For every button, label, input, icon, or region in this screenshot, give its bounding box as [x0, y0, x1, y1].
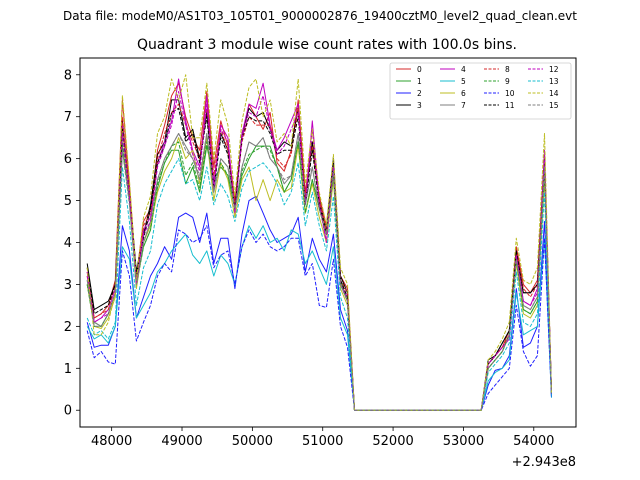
legend-label-9: 9	[505, 77, 510, 86]
legend-label-2: 2	[417, 89, 422, 98]
x-tick-label: 49000	[161, 434, 202, 449]
legend-label-0: 0	[417, 65, 422, 74]
x-tick-label: 53000	[443, 434, 484, 449]
legend-label-10: 10	[505, 89, 515, 98]
legend-label-8: 8	[505, 65, 510, 74]
y-axis: 0 1 2 3 4 5 6 7 8	[64, 68, 80, 419]
legend-label-13: 13	[549, 77, 559, 86]
y-tick-label: 4	[64, 236, 72, 251]
chart-suptitle: Data file: modeM0/AS1T03_105T01_90000028…	[63, 9, 577, 23]
legend-label-15: 15	[549, 101, 559, 110]
y-tick-label: 1	[64, 362, 72, 377]
y-tick-label: 8	[64, 68, 72, 83]
legend-label-5: 5	[461, 77, 466, 86]
x-tick-label: 50000	[232, 434, 273, 449]
plot-area	[80, 58, 576, 427]
x-axis: 48000 49000 50000 51000 52000 53000 54000	[91, 427, 554, 449]
y-tick-label: 5	[64, 194, 72, 209]
x-tick-label: 54000	[513, 434, 554, 449]
x-offset-label: +2.943e8	[512, 455, 576, 470]
y-tick-label: 6	[64, 152, 72, 167]
y-tick-label: 0	[64, 404, 72, 419]
y-tick-label: 2	[64, 320, 72, 335]
x-tick-label: 51000	[302, 434, 343, 449]
legend-label-3: 3	[417, 101, 422, 110]
x-tick-label: 52000	[372, 434, 413, 449]
chart-title: Quadrant 3 module wise count rates with …	[137, 37, 517, 53]
legend-label-7: 7	[461, 101, 466, 110]
legend-label-1: 1	[417, 77, 422, 86]
y-tick-label: 7	[64, 110, 72, 125]
x-tick-label: 48000	[91, 434, 132, 449]
legend-label-11: 11	[505, 101, 515, 110]
legend-box	[389, 62, 572, 120]
legend-label-4: 4	[461, 65, 466, 74]
series-layer	[86, 74, 552, 411]
series-line-15	[86, 133, 552, 411]
legend-label-14: 14	[549, 89, 559, 98]
legend-label-12: 12	[549, 65, 559, 74]
y-tick-label: 3	[64, 278, 72, 293]
legend-label-6: 6	[461, 89, 466, 98]
